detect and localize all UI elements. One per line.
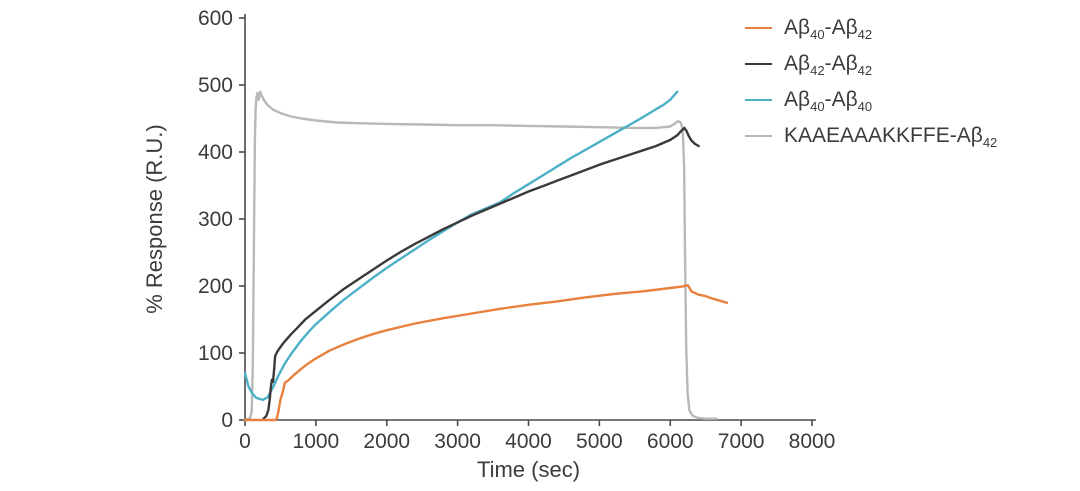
legend-label: Aβ40-Aβ42 xyxy=(784,15,873,42)
legend-item-3: KAAEAAAKKFFE-Aβ42 xyxy=(745,122,997,149)
x-tick-label: 8000 xyxy=(789,430,836,453)
legend-swatch-icon xyxy=(745,134,772,137)
legend-label: Aβ42-Aβ42 xyxy=(784,51,873,78)
x-tick-label: 3000 xyxy=(434,430,481,453)
y-tick-label: 0 xyxy=(221,409,233,432)
y-axis-title: % Response (R.U.) xyxy=(142,124,167,314)
x-tick-label: 2000 xyxy=(363,430,410,453)
legend: Aβ40-Aβ42 Aβ42-Aβ42 Aβ40-Aβ40 KAAEAAAKKFFE-… xyxy=(745,14,997,149)
series-line-1 xyxy=(262,126,700,420)
legend-item-1: Aβ42-Aβ42 xyxy=(745,50,997,77)
y-tick-label: 600 xyxy=(198,7,233,30)
y-tick-label: 300 xyxy=(198,208,233,231)
legend-swatch-icon xyxy=(745,98,772,101)
series-line-2 xyxy=(243,90,679,402)
x-tick-label: 1000 xyxy=(293,430,340,453)
x-tick-label: 0 xyxy=(239,430,251,453)
y-tick-label: 400 xyxy=(198,141,233,164)
legend-label: Aβ40-Aβ40 xyxy=(784,87,873,114)
x-tick-label: 6000 xyxy=(647,430,694,453)
legend-item-0: Aβ40-Aβ42 xyxy=(745,14,997,41)
x-tick-label: 4000 xyxy=(505,430,552,453)
legend-swatch-icon xyxy=(745,62,772,65)
y-tick-label: 500 xyxy=(198,74,233,97)
series-line-3 xyxy=(243,90,718,422)
x-tick-label: 5000 xyxy=(576,430,623,453)
x-tick-label: 7000 xyxy=(718,430,765,453)
series-line-0 xyxy=(243,284,729,422)
legend-item-2: Aβ40-Aβ40 xyxy=(745,86,997,113)
x-axis-title: Time (sec) xyxy=(477,457,580,482)
legend-label: KAAEAAAKKFFE-Aβ42 xyxy=(784,123,998,150)
legend-swatch-icon xyxy=(745,26,772,29)
y-tick-label: 200 xyxy=(198,275,233,298)
y-tick-label: 100 xyxy=(198,342,233,365)
